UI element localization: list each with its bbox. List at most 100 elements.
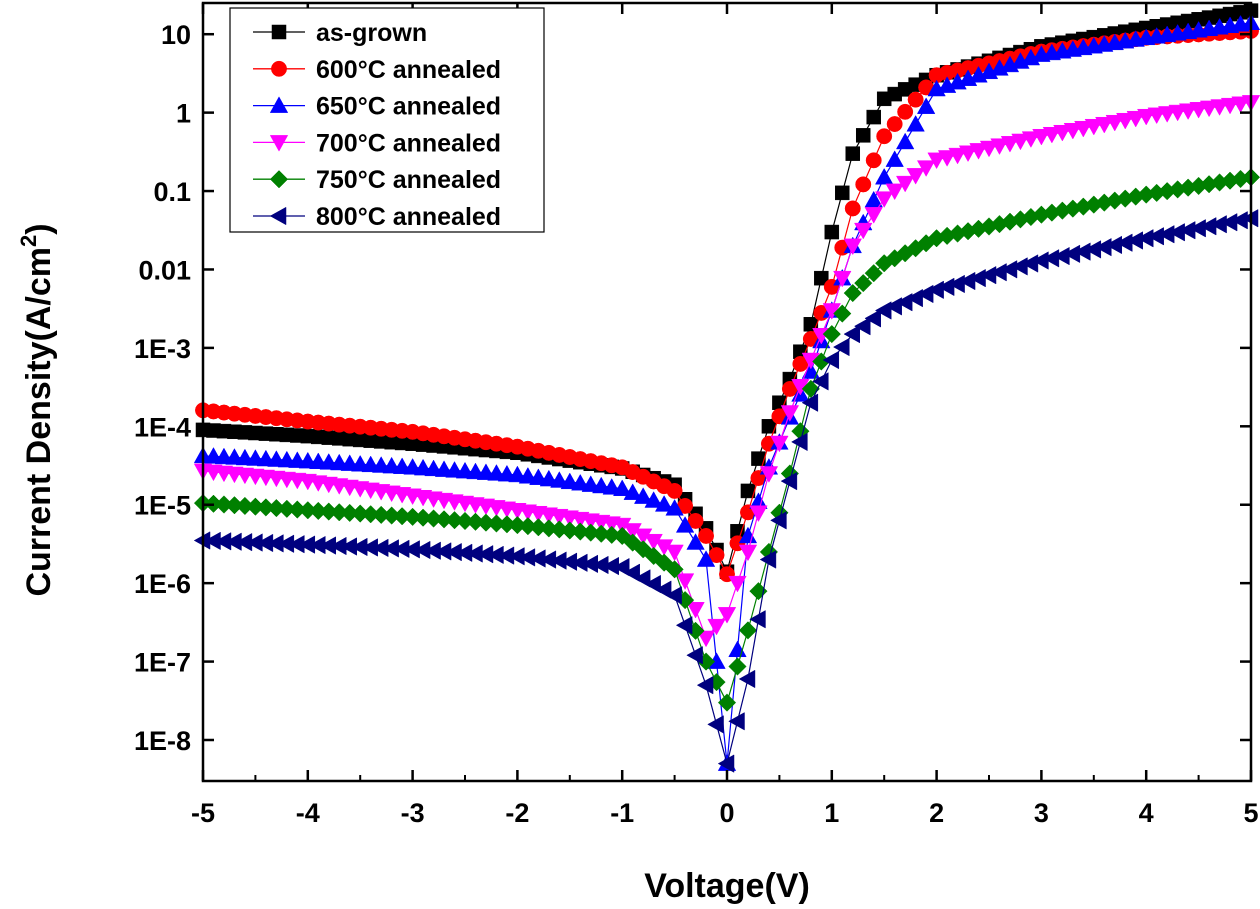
data-point: [1231, 96, 1250, 114]
data-point: [916, 97, 936, 114]
data-point: [707, 715, 724, 734]
data-point: [1011, 133, 1030, 151]
data-point: [1063, 122, 1083, 140]
x-tick-label: 5: [1243, 798, 1258, 828]
data-point: [833, 337, 850, 357]
data-point: [875, 167, 894, 185]
y-axis-title-close: ): [20, 223, 58, 234]
data-point: [897, 103, 914, 120]
data-point: [814, 270, 829, 286]
x-tick-label: 1: [824, 798, 839, 828]
data-point: [1053, 124, 1072, 142]
data-point: [1189, 102, 1208, 119]
data-point: [990, 138, 1009, 155]
data-point: [822, 324, 841, 344]
data-point: [633, 487, 653, 504]
data-point: [853, 317, 871, 336]
x-tick-label: -5: [191, 798, 215, 828]
tick-labels: -5 -4 -3 -2 -1 0 1 2 3 4 5 10 1 0.1 0.01 1E-3 1E-4 1E-5 1E…: [134, 20, 1259, 828]
data-point: [876, 128, 893, 145]
data-point: [875, 191, 894, 208]
data-point: [571, 473, 590, 491]
x-tick-label: 3: [1034, 798, 1049, 828]
data-point: [738, 669, 756, 689]
data-point: [845, 146, 861, 161]
y-tick-label: 0.01: [138, 255, 191, 285]
data-point: [707, 618, 726, 636]
data-point: [518, 467, 538, 484]
data-point: [791, 432, 808, 452]
y-tick-label: 1: [176, 99, 191, 129]
data-point: [623, 563, 640, 582]
data-point: [1137, 108, 1156, 126]
data-point: [698, 527, 714, 544]
data-point: [1178, 103, 1198, 120]
data-point: [843, 283, 862, 303]
y-tick-label: 1E-5: [134, 491, 191, 521]
series-6: [193, 209, 1259, 773]
series-layer: [193, 3, 1260, 773]
data-point: [686, 533, 705, 550]
data-point: [855, 176, 872, 193]
data-point: [759, 466, 779, 483]
data-point: [833, 304, 852, 323]
legend-label: 600°C annealed: [316, 56, 501, 84]
data-point: [1210, 99, 1229, 116]
data-point: [770, 435, 789, 453]
data-point: [560, 472, 579, 490]
data-point: [728, 575, 747, 593]
data-point: [612, 557, 630, 577]
data-point: [1116, 112, 1135, 130]
data-point: [843, 324, 861, 344]
data-point: [865, 152, 882, 169]
data-point: [675, 516, 695, 533]
data-point: [665, 586, 682, 605]
data-point: [728, 712, 745, 731]
data-point: [602, 478, 621, 495]
data-point: [824, 224, 840, 240]
data-point: [907, 91, 924, 108]
data-point: [835, 185, 850, 201]
data-point: [843, 238, 862, 256]
x-axis-title: Voltage(V): [644, 867, 810, 905]
data-point: [937, 150, 957, 167]
data-point: [633, 569, 651, 588]
x-tick-label: -3: [401, 798, 425, 828]
data-point: [529, 468, 548, 485]
data-point: [864, 190, 883, 208]
data-point: [822, 350, 840, 370]
data-point: [508, 465, 527, 483]
data-point: [550, 471, 569, 488]
data-point: [927, 152, 946, 170]
data-point: [906, 168, 925, 185]
data-point: [833, 270, 852, 288]
legend-marker: [269, 170, 289, 189]
data-point: [886, 116, 903, 132]
data-point: [708, 547, 725, 564]
y-tick-label: 1E-3: [134, 334, 191, 364]
legend-marker: [269, 96, 289, 113]
legend-marker: [269, 135, 289, 152]
x-tick-label: -1: [610, 798, 634, 828]
data-point: [1042, 126, 1062, 144]
y-tick-label: 1E-8: [134, 726, 191, 756]
data-point: [696, 550, 716, 567]
data-point: [1074, 120, 1093, 138]
data-point: [780, 471, 798, 491]
data-point: [854, 274, 873, 293]
data-point: [728, 657, 747, 676]
data-point: [916, 160, 936, 177]
data-point: [675, 616, 693, 635]
data-point: [738, 544, 758, 562]
data-point: [696, 630, 716, 648]
data-point: [687, 512, 704, 529]
data-point: [665, 560, 684, 579]
data-point: [1220, 97, 1240, 115]
data-point: [801, 393, 819, 412]
data-point: [696, 676, 714, 695]
x-tick-label: 4: [1139, 798, 1154, 828]
legend-label: 650°C annealed: [316, 93, 501, 121]
data-point: [654, 495, 674, 512]
data-point: [979, 140, 999, 158]
data-point: [812, 372, 829, 391]
